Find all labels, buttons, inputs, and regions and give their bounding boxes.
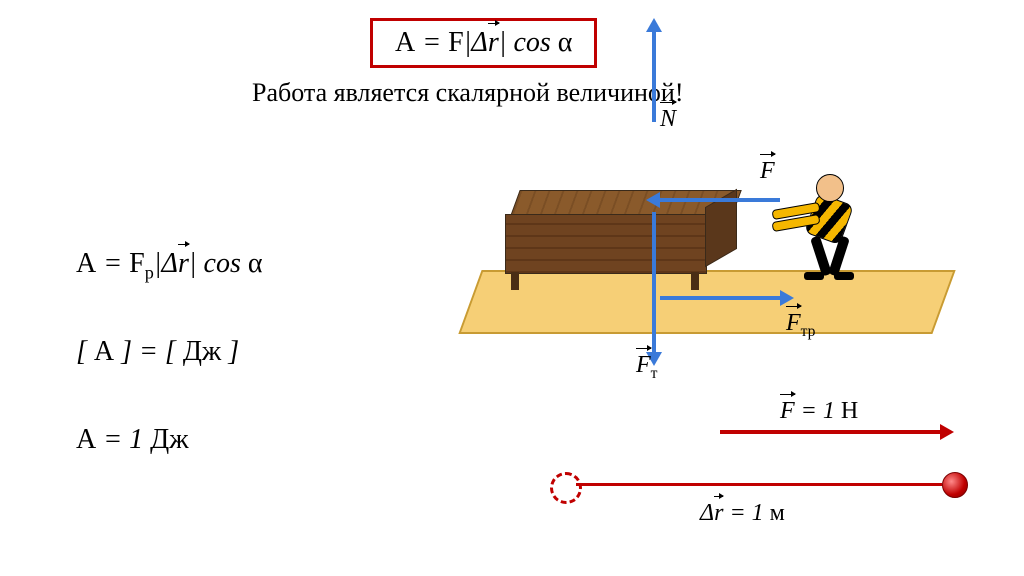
equation-3: A = 1 Дж: [76, 424, 189, 456]
label-dr-bottom: Δr = 1 м: [700, 500, 785, 527]
floor: [458, 270, 955, 334]
label-F: F: [760, 158, 775, 185]
work-formula-box: A = F|Δr| cos α: [370, 18, 597, 68]
desk-leg-2: [691, 272, 699, 290]
label-Ft: Fт: [636, 352, 658, 383]
label-F-bottom: F = 1 Н: [780, 398, 858, 425]
end-ball: [942, 472, 968, 498]
stage: { "colors": { "box_border": "#c00000", "…: [0, 0, 1024, 576]
man-head: [816, 174, 844, 202]
man-foot-front: [804, 272, 824, 280]
desk-front: [505, 214, 707, 274]
equation-1: A = Fр|Δr| cos α: [76, 248, 263, 284]
desk-leg-1: [511, 272, 519, 290]
label-Ftr: Fтр: [786, 310, 815, 341]
man-foot-back: [834, 272, 854, 280]
start-circle: [550, 472, 582, 504]
label-N: N: [660, 106, 676, 133]
equation-2: [ A ] = [ Дж ]: [76, 336, 239, 368]
subtitle-text: Работа является скалярной величиной!: [252, 78, 684, 108]
